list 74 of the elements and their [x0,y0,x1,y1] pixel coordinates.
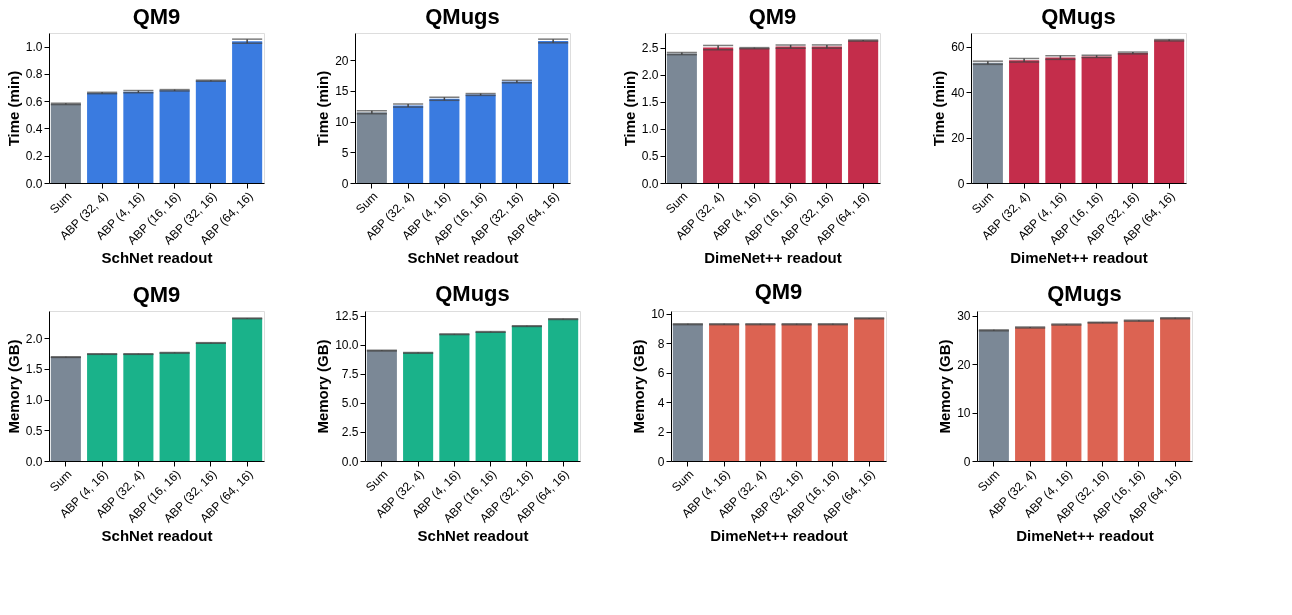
chart-title: QM9 [132,4,181,29]
y-tick-label: 60 [951,40,965,55]
y-tick-label: 1.5 [641,95,659,110]
y-tick-label: 20 [957,357,971,372]
x-tick-label: Sum [662,189,691,217]
y-tick-label: 0.0 [25,176,43,191]
x-axis-title: DimeNet++ readout [1010,248,1148,266]
x-axis-title: DimeNet++ readout [704,248,842,266]
x-tick-label: Sum [974,467,1003,495]
x-tick-label: Sum [46,467,75,495]
y-axis-title: Time (min) [314,70,332,147]
y-axis-title: Time (min) [620,70,638,147]
x-tick-label: Sum [362,467,391,495]
y-axis-title: Time (min) [930,70,948,147]
y-tick-label: 7.5 [341,367,359,382]
chart-title: QM9 [748,4,797,29]
y-axis-title: Time (min) [4,70,22,147]
x-axis-title: SchNet readout [101,248,213,266]
y-axis-title: Memory (GB) [630,339,648,434]
x-axis-title: SchNet readout [101,526,213,544]
chart-title: QM9 [132,282,181,307]
y-tick-label: 2.0 [25,331,43,346]
y-tick-label: 0 [341,176,349,191]
y-tick-label: 0.4 [25,121,43,136]
y-tick-label: 2.5 [341,425,359,440]
y-tick-label: 0.0 [641,176,659,191]
y-tick-label: 8 [657,336,665,351]
x-axis-title: DimeNet++ readout [710,526,848,544]
y-tick-label: 0.0 [25,454,43,469]
y-tick-label: 0.5 [25,423,43,438]
y-tick-label: 1.0 [25,40,43,55]
chart-title: QMugs [435,280,510,306]
y-tick-label: 20 [335,53,349,68]
y-tick-label: 0.6 [25,94,43,109]
chart-title: QMugs [425,4,500,29]
x-tick-label: Sum [46,189,75,217]
y-tick-label: 10 [651,307,665,322]
y-tick-label: 20 [951,131,965,146]
y-tick-label: 5 [341,145,349,160]
chart-title: QMugs [1041,4,1116,29]
y-tick-label: 2.0 [641,68,659,83]
y-tick-label: 40 [951,85,965,100]
y-tick-label: 1.5 [25,362,43,377]
y-tick-label: 30 [957,309,971,324]
y-tick-label: 12.5 [335,309,359,324]
y-tick-label: 5.0 [341,396,359,411]
y-tick-label: 0 [657,454,665,469]
y-tick-label: 0.2 [25,149,43,164]
y-tick-label: 15 [335,84,349,99]
y-tick-label: 10 [335,115,349,130]
chart-title: QMugs [1047,280,1122,306]
y-tick-label: 1.0 [641,122,659,137]
y-tick-label: 0.5 [641,149,659,164]
y-tick-label: 0.0 [341,454,359,469]
y-axis-title: Memory (GB) [4,339,22,434]
y-tick-label: 0 [963,454,971,469]
x-axis-title: SchNet readout [417,526,529,544]
x-axis-title: SchNet readout [407,248,519,266]
y-tick-label: 2 [657,425,665,440]
x-tick-label: Sum [352,189,381,217]
y-tick-label: 6 [657,366,665,381]
y-tick-label: 10 [957,406,971,421]
y-tick-label: 4 [657,395,665,410]
y-tick-label: 0.8 [25,67,43,82]
x-tick-label: Sum [968,189,997,217]
x-axis-title: DimeNet++ readout [1016,526,1154,544]
y-axis-title: Memory (GB) [936,339,954,434]
y-tick-label: 2.5 [641,41,659,56]
x-tick-label: Sum [668,467,697,495]
y-tick-label: 0 [957,176,965,191]
y-tick-label: 1.0 [25,393,43,408]
y-tick-label: 10.0 [335,338,359,353]
y-axis-title: Memory (GB) [314,339,332,434]
chart-title: QM9 [754,278,803,304]
